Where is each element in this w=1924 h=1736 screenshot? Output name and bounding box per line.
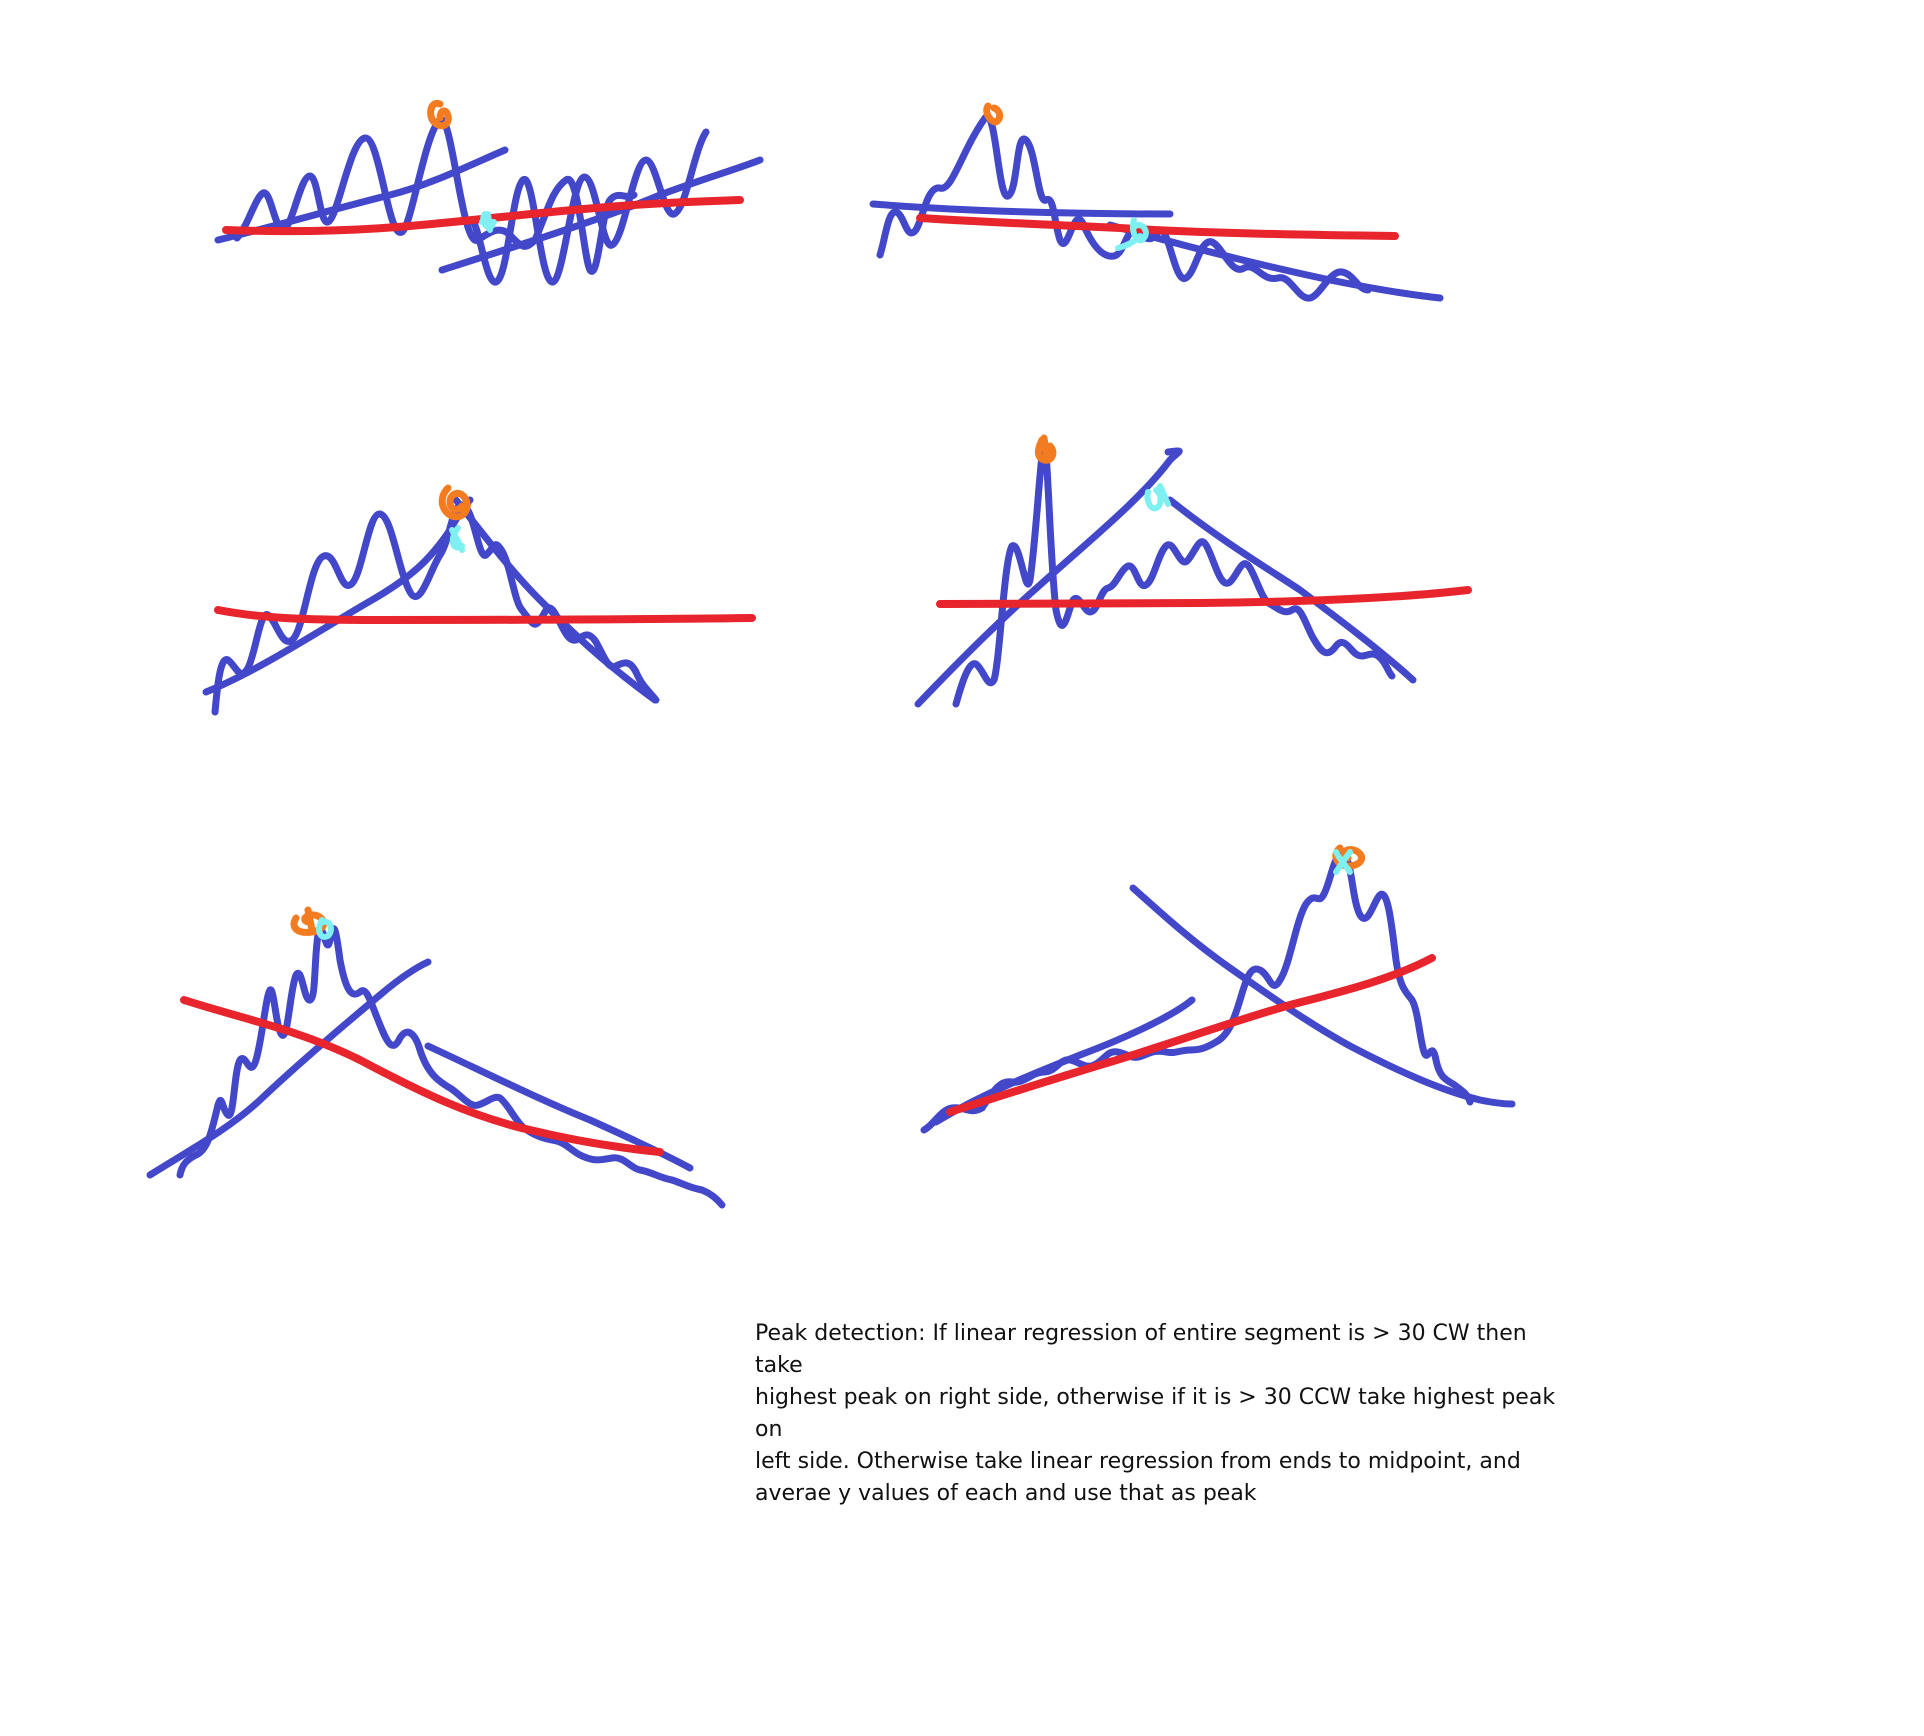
trend-line xyxy=(869,200,1174,218)
regression-line xyxy=(180,996,664,1156)
detected-marker xyxy=(1144,483,1171,512)
regression-line xyxy=(946,954,1436,1116)
detected-marker xyxy=(316,917,334,940)
trend-line xyxy=(146,958,432,1179)
peak-marker xyxy=(427,99,452,130)
detected-marker xyxy=(1333,849,1353,875)
trend-line xyxy=(914,447,1183,708)
detected-marker xyxy=(479,211,497,233)
regression-line xyxy=(936,586,1472,608)
trend-line-b xyxy=(452,496,659,704)
sketch-6 xyxy=(920,844,1516,1134)
peak-detection-note: Peak detection: If linear regression of … xyxy=(755,1321,1556,1506)
signal-curve xyxy=(211,501,660,716)
detected-marker xyxy=(1115,217,1149,251)
sketch-4 xyxy=(914,434,1472,708)
sketch-1 xyxy=(214,99,764,286)
trend-line-b xyxy=(1129,884,1516,1108)
trend-line-b xyxy=(1166,496,1417,684)
peak-marker xyxy=(290,906,328,936)
regression-line xyxy=(214,606,756,624)
peak-marker xyxy=(1332,844,1366,870)
regression-line xyxy=(916,214,1399,240)
peak-marker xyxy=(983,102,1004,126)
sketch-3 xyxy=(202,484,756,716)
signal-curve xyxy=(952,436,1396,708)
sketch-5 xyxy=(146,906,726,1209)
trend-line-b xyxy=(1106,221,1444,302)
signal-curve xyxy=(176,925,726,1209)
peak-marker xyxy=(1034,434,1057,464)
sketch-2 xyxy=(869,102,1444,302)
trend-line xyxy=(202,496,474,696)
peak-marker xyxy=(438,484,471,521)
detected-marker xyxy=(449,525,465,553)
